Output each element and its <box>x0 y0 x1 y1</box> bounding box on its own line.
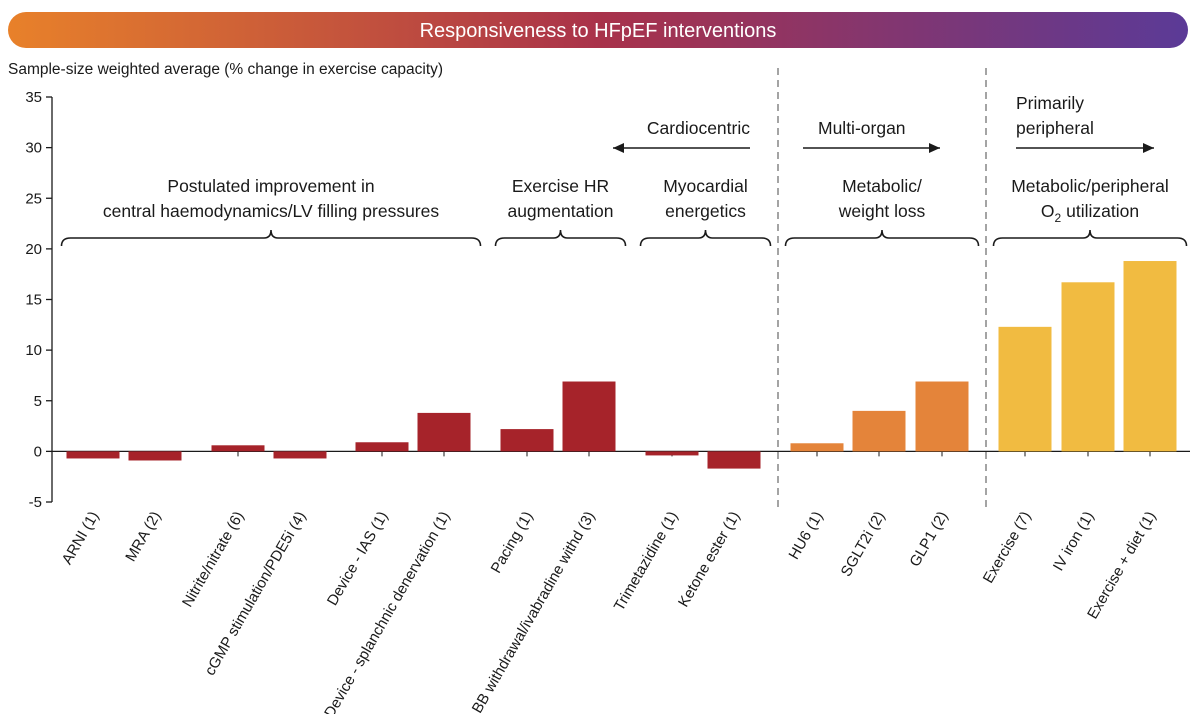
group-label-line: Metabolic/peripheral <box>1011 176 1169 196</box>
x-category-label: ARNI (1) <box>59 509 103 568</box>
x-category-label: Ketone ester (1) <box>675 509 744 611</box>
x-category-label: BB withdrawal/ivabradine withd (3) <box>469 508 599 714</box>
x-category-label: Nitrite/nitrate (6) <box>179 508 247 610</box>
x-category-label: MRA (2) <box>122 509 164 565</box>
bar <box>273 451 327 459</box>
bar <box>128 451 182 461</box>
bars <box>66 261 1177 469</box>
bar <box>211 445 265 452</box>
group-label-line: O2 utilization <box>1041 201 1139 225</box>
group-bracket <box>639 229 772 247</box>
x-category-label: HU6 (1) <box>785 509 826 563</box>
bar <box>790 443 844 452</box>
x-tick-labels: ARNI (1) MRA (2) Nitrite/nitrate (6)cGMP s… <box>59 508 1160 714</box>
x-category-label: GLP1 (2) <box>906 508 951 569</box>
group-label-line: Postulated improvement in <box>167 176 374 196</box>
group-label-line: Myocardial <box>663 176 748 196</box>
x-category-label: Device - IAS (1) <box>324 508 392 608</box>
group-label-line: Metabolic/ <box>842 176 922 196</box>
y-tick-label: 0 <box>34 443 42 460</box>
y-tick-label: 10 <box>25 342 42 359</box>
y-tick-label: 15 <box>25 292 42 309</box>
section-label-cardiocentric: Cardiocentric <box>647 118 750 138</box>
x-category-label: Trimetazidine (1) <box>611 509 682 614</box>
x-category-label: Exercise + diet (1) <box>1084 508 1159 622</box>
group-bracket <box>494 229 627 247</box>
bar <box>355 442 409 452</box>
group-brackets: Postulated improvement in central haemody… <box>60 176 1188 247</box>
y-tick-label: 20 <box>25 241 42 258</box>
group-bracket <box>784 229 980 247</box>
y-tick-label: 35 <box>25 89 42 106</box>
section-dividers <box>777 68 987 508</box>
group-label-line: weight loss <box>838 201 926 221</box>
bar <box>852 410 906 452</box>
group-label-line: Exercise HR <box>512 176 609 196</box>
x-category-label: Pacing (1) <box>488 509 537 577</box>
bar <box>1061 282 1115 452</box>
section-headers: Cardiocentric Multi-organ Primarily periphe… <box>613 93 1154 153</box>
group-label-line: central haemodynamics/LV filling pressur… <box>103 201 439 221</box>
title-banner: Responsiveness to HFpEF interventions <box>8 12 1188 48</box>
bar <box>562 381 616 452</box>
y-tick-label: 25 <box>25 190 42 207</box>
y-tick-label: 5 <box>34 393 42 410</box>
bar <box>500 429 554 452</box>
peripheral-arrow-head <box>1143 143 1154 153</box>
cardiocentric-arrow-head <box>613 143 624 153</box>
x-category-label: Device - splanchnic denervation (1) <box>321 509 453 714</box>
x-category-label: Exercise (7) <box>980 509 1035 587</box>
bar <box>915 381 969 452</box>
x-category-label: SGLT2i (2) <box>838 509 889 580</box>
group-bracket <box>60 229 482 247</box>
bar <box>645 451 699 456</box>
multi-organ-arrow-head <box>929 143 940 153</box>
y-tick-label: -5 <box>29 494 42 511</box>
group-label-line: augmentation <box>507 201 613 221</box>
section-label-peripheral-line: Primarily <box>1016 93 1084 113</box>
group-label-line: energetics <box>665 201 746 221</box>
chart-title: Responsiveness to HFpEF interventions <box>420 20 777 42</box>
y-tick-label: 30 <box>25 140 42 157</box>
bar <box>66 451 120 459</box>
bar <box>998 326 1052 452</box>
title-bar <box>8 12 1188 48</box>
bar <box>707 451 761 469</box>
x-category-label: IV iron (1) <box>1050 509 1098 575</box>
bar <box>1123 261 1177 452</box>
y-axis-label: Sample-size weighted average (% change i… <box>8 61 443 78</box>
axes: -5 0 5 10 15 20 25 30 35 <box>25 89 1190 511</box>
group-bracket <box>992 229 1188 247</box>
bar <box>417 412 471 452</box>
section-label-multi-organ: Multi-organ <box>818 118 906 138</box>
section-label-peripheral-line: peripheral <box>1016 118 1094 138</box>
